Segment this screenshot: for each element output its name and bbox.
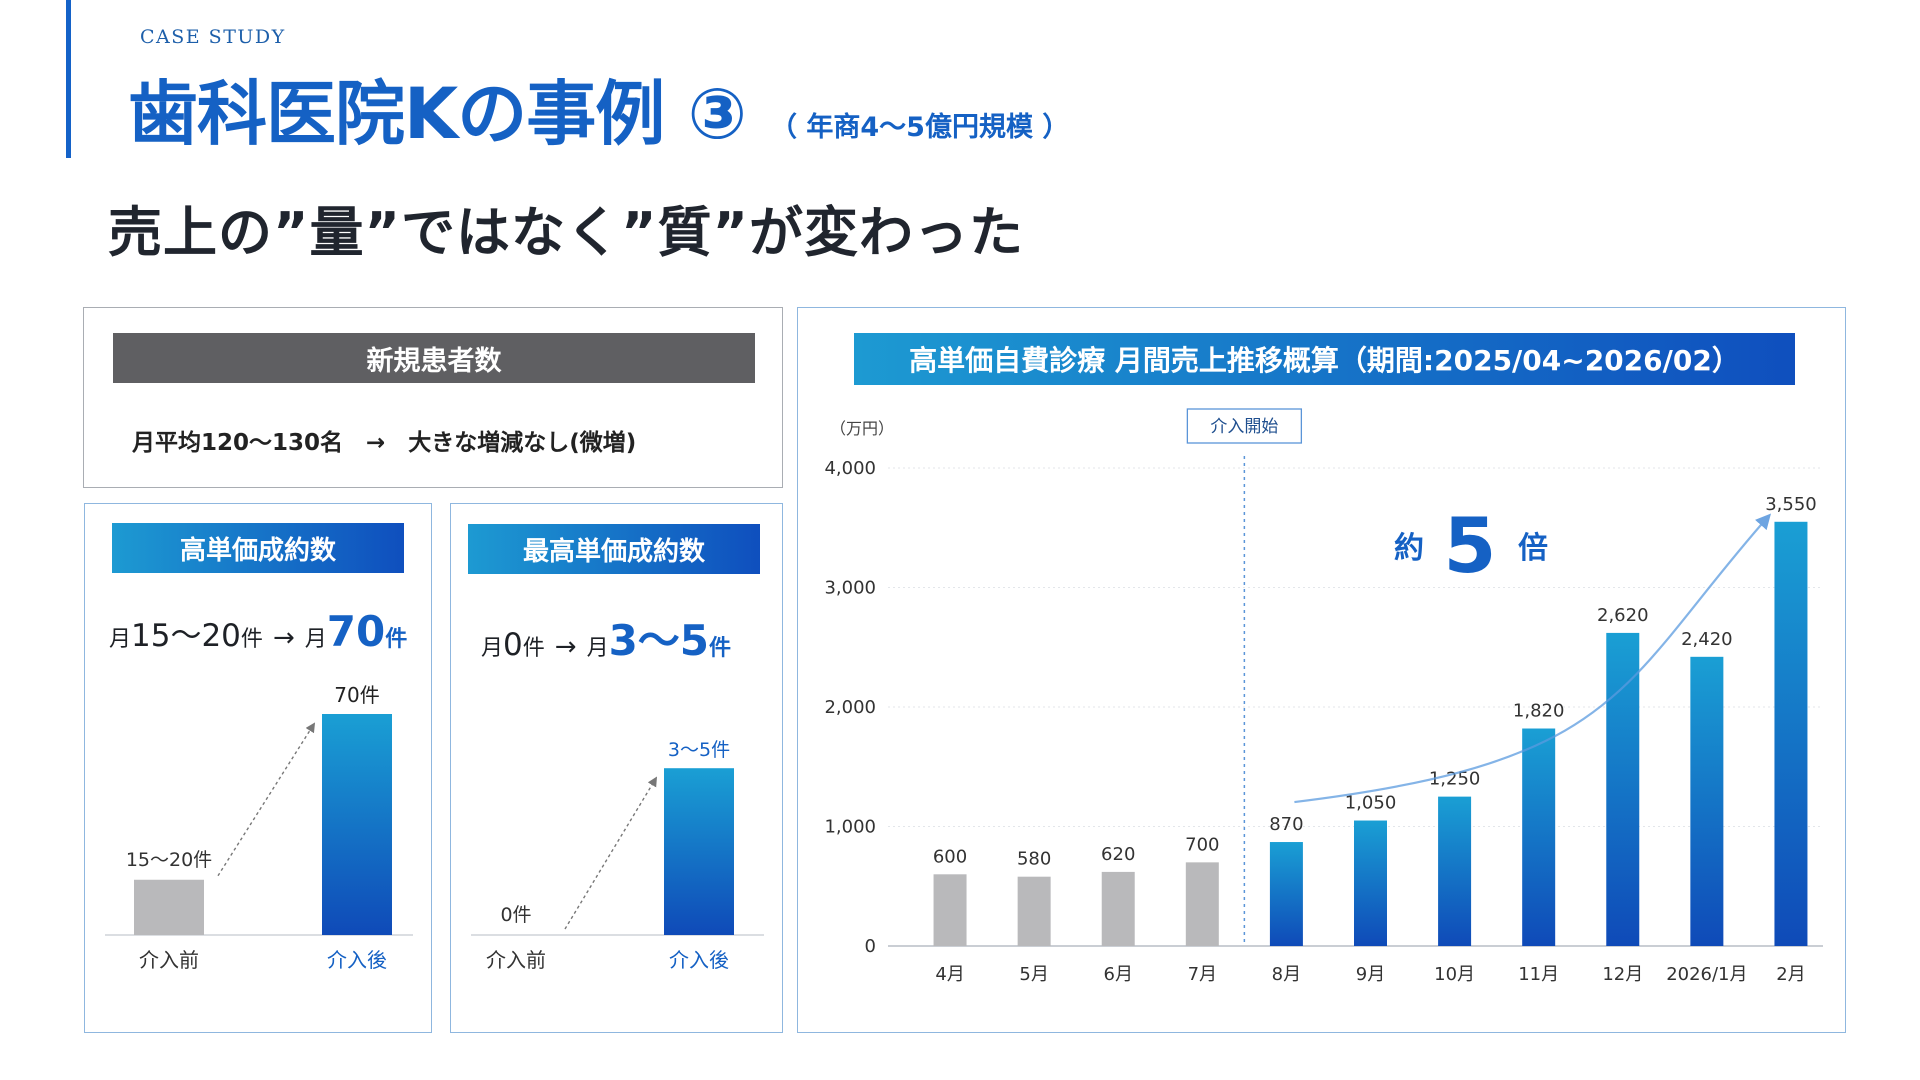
bar-8 — [1522, 728, 1556, 946]
top-price-stat: 月0件 → 月3～5件 — [481, 607, 731, 668]
revenue-scale-note: （ 年商4～5億円規模 ） — [770, 112, 1070, 143]
bar-after — [322, 714, 392, 935]
bar-10 — [1690, 656, 1724, 946]
accent-bar — [66, 0, 71, 158]
x-label-before: 介入前 — [486, 948, 546, 972]
intervention-label: 介入開始 — [1210, 417, 1278, 437]
growth-arrow — [217, 722, 316, 877]
top-price-title: 最高単価成約数 — [468, 524, 760, 574]
x-label-after: 介入後 — [669, 948, 729, 972]
chart-title: 高単価自費診療 月間売上推移概算（期間:2025/04~2026/02） — [854, 333, 1795, 385]
bar-2 — [1017, 876, 1051, 946]
x-tick-label: 5月 — [1019, 964, 1048, 985]
y-tick-label: 2,000 — [824, 697, 876, 718]
bar-6 — [1354, 820, 1387, 946]
bar-1 — [933, 874, 967, 946]
growth-arrow — [564, 776, 658, 930]
high-price-stat: 月15～20件 → 月70件 — [109, 607, 407, 656]
multiplier-value: 5 — [1444, 501, 1497, 590]
x-label-after: 介入後 — [327, 948, 387, 972]
x-tick-label: 11月 — [1518, 964, 1559, 985]
x-tick-label: 4月 — [935, 964, 964, 985]
bar-5 — [1269, 842, 1303, 946]
multiplier-suffix: 倍 — [1518, 531, 1548, 566]
x-tick-label: 6月 — [1104, 964, 1133, 985]
x-tick-label: 10月 — [1434, 964, 1475, 985]
y-tick-label: 3,000 — [824, 578, 876, 599]
stat-before-unit: 件 — [522, 636, 545, 661]
value-label: 700 — [1185, 834, 1219, 855]
value-label: 1,050 — [1345, 793, 1397, 814]
stat-before-unit: 件 — [240, 627, 263, 652]
bar-before-label: 15～20件 — [126, 849, 212, 871]
multiplier-prefix: 約 — [1394, 531, 1424, 566]
high-price-title: 高単価成約数 — [112, 523, 404, 573]
stat-before-value: 0 — [503, 627, 523, 663]
bar-after-label: 70件 — [334, 683, 379, 707]
arrow-icon: → — [272, 623, 295, 653]
y-tick-label: 0 — [865, 936, 876, 957]
revenue-chart-panel: 高単価自費診療 月間売上推移概算（期間:2025/04~2026/02） （万円… — [797, 307, 1846, 1033]
y-tick-label: 1,000 — [824, 817, 876, 838]
y-tick-label: 4,000 — [824, 458, 876, 479]
bar-4 — [1185, 862, 1219, 946]
stat-after-prefix: 月 — [586, 636, 609, 661]
x-tick-label: 7月 — [1188, 964, 1217, 985]
bar-3 — [1101, 871, 1135, 946]
value-label: 600 — [933, 846, 967, 867]
stat-after-unit: 件 — [385, 627, 408, 652]
bar-before — [134, 879, 204, 935]
value-label: 2,620 — [1597, 605, 1649, 626]
bar-11 — [1774, 521, 1808, 946]
x-label-before: 介入前 — [139, 948, 199, 972]
top-price-panel: 最高単価成約数 月0件 → 月3～5件 0件 3～5件 介入前 介入後 — [450, 503, 783, 1033]
high-price-panel: 高単価成約数 月15～20件 → 月70件 15～20件 70件 介入前 介入後 — [84, 503, 432, 1033]
value-label: 2,420 — [1681, 629, 1733, 650]
growth-curve — [1294, 513, 1771, 804]
x-tick-label: 9月 — [1356, 964, 1385, 985]
bar-9 — [1606, 632, 1640, 946]
headline: 売上の”量”ではなく”質”が変わった — [108, 201, 1024, 264]
bar-7 — [1438, 796, 1472, 946]
page-title: 歯科医院Kの事例 ③ — [128, 73, 747, 155]
stat-after-prefix: 月 — [304, 627, 327, 652]
bar-after — [664, 768, 734, 935]
new-patients-panel: 新規患者数 月平均120～130名 → 大きな増減なし(微増) — [83, 307, 783, 488]
arrow-icon: → — [554, 632, 577, 662]
revenue-bar-chart: （万円） 0 1,000 2,000 3,000 4,000 600 4月 580 5月 620 6月… — [824, 408, 1823, 985]
intervention-box — [1186, 408, 1303, 444]
case-study-label: CASE STUDY — [140, 26, 286, 48]
bar-before-label: 0件 — [500, 904, 531, 926]
stat-before-prefix: 月 — [481, 636, 504, 661]
x-tick-label: 8月 — [1272, 964, 1301, 985]
stat-before-prefix: 月 — [109, 627, 132, 652]
stat-after-value: 70 — [326, 607, 386, 656]
bar-after-label: 3～5件 — [668, 739, 730, 761]
value-label: 1,250 — [1429, 769, 1481, 790]
unit-label: （万円） — [830, 419, 894, 438]
x-tick-label: 2026/1月 — [1666, 964, 1747, 985]
stat-after-unit: 件 — [709, 636, 732, 661]
value-label: 580 — [1017, 849, 1051, 870]
value-label: 620 — [1101, 844, 1135, 865]
value-label: 870 — [1269, 814, 1303, 835]
value-label: 1,820 — [1513, 701, 1565, 722]
x-tick-label: 12月 — [1602, 964, 1643, 985]
x-tick-label: 2月 — [1776, 964, 1805, 985]
stat-before-value: 15～20 — [131, 618, 241, 654]
value-label: 3,550 — [1765, 494, 1817, 515]
new-patients-text: 月平均120～130名 → 大きな増減なし(微増) — [132, 430, 637, 456]
new-patients-title: 新規患者数 — [113, 333, 755, 383]
stat-after-value: 3～5 — [608, 616, 710, 665]
